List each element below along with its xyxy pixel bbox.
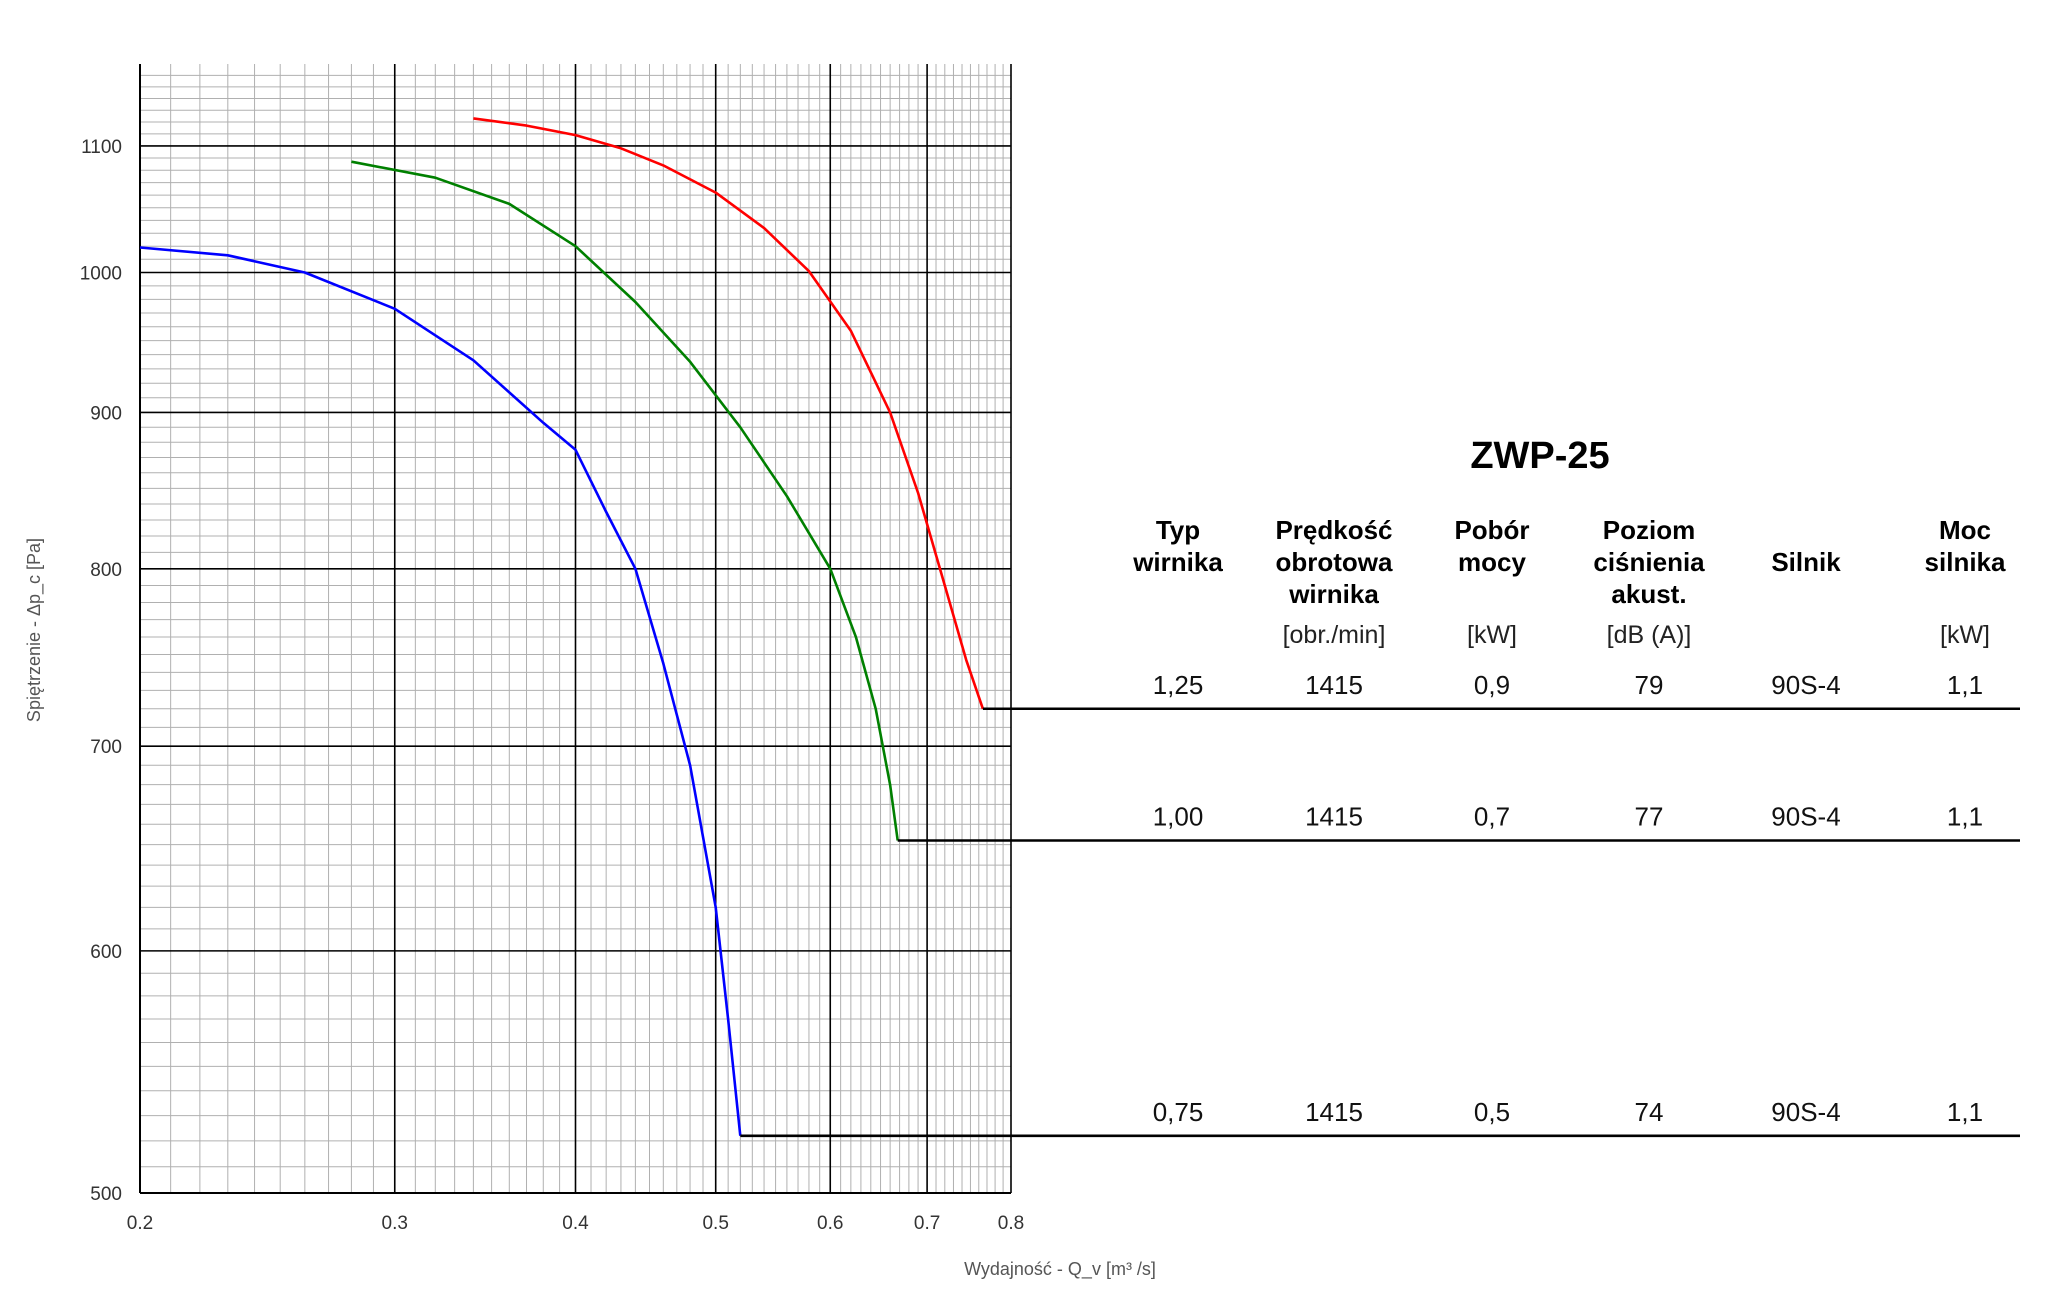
table-header-cell: Typ	[1156, 515, 1200, 545]
y-axis-label: Spiętrzenie - Δp_c [Pa]	[24, 538, 45, 722]
table-header-cell: Poziom	[1603, 515, 1695, 545]
major-grid	[140, 64, 1011, 1193]
table-unit-cell: [obr./min]	[1283, 621, 1386, 649]
table-data-cell: 77	[1635, 802, 1664, 832]
x-tick-label: 0.7	[914, 1213, 940, 1234]
y-tick-label: 1000	[80, 264, 122, 285]
table-header-cell: Silnik	[1771, 547, 1841, 577]
x-tick-label: 0.6	[817, 1213, 843, 1234]
table-data-cell: 1415	[1305, 1097, 1363, 1127]
row-lines	[740, 707, 2020, 1138]
table-data-cell: 0,7	[1474, 802, 1510, 832]
table-data-cell: 90S-4	[1771, 670, 1840, 700]
x-tick-label: 0.4	[562, 1213, 589, 1234]
fan-curve-3	[139, 246, 742, 1136]
table-data-cell: 1,1	[1947, 1097, 1983, 1127]
fan-curve-1	[473, 117, 985, 710]
table-data-cell: 90S-4	[1771, 1097, 1840, 1127]
y-tick-label: 1100	[81, 137, 122, 158]
y-tick-label: 800	[90, 560, 122, 581]
table-data-cell: 0,5	[1474, 1097, 1510, 1127]
fan-curves	[139, 117, 985, 1136]
x-axis-label: Wydajność - Q_v [m³ /s]	[964, 1259, 1156, 1280]
y-tick-label: 900	[90, 403, 122, 424]
x-tick-label: 0.2	[127, 1213, 153, 1234]
table-data-cell: 1415	[1305, 670, 1363, 700]
table-data-cell: 74	[1635, 1097, 1664, 1127]
table-data-cell: 79	[1635, 670, 1664, 700]
y-tick-label: 600	[90, 942, 122, 963]
table-header-cell: silnika	[1925, 547, 2006, 577]
chart-title: ZWP-25	[1470, 435, 1609, 477]
table-data-cell: 1,00	[1153, 802, 1204, 832]
table-header-cell: akust.	[1611, 579, 1686, 609]
table-data-cell: 90S-4	[1771, 802, 1840, 832]
fan-curve-2	[351, 160, 899, 841]
x-tick-label: 0.8	[998, 1213, 1024, 1234]
table-header-cell: wirnika	[1288, 579, 1379, 609]
table-data-cell: 1415	[1305, 802, 1363, 832]
x-tick-label: 0.5	[702, 1213, 728, 1234]
y-tick-label: 500	[90, 1184, 122, 1205]
table-header-cell: obrotowa	[1276, 547, 1394, 577]
table-unit-cell: [dB (A)]	[1607, 621, 1692, 649]
table-unit-cell: [kW]	[1940, 621, 1990, 649]
table-header-cell: ciśnienia	[1593, 547, 1705, 577]
table-data-cell: 1,1	[1947, 670, 1983, 700]
x-tick-label: 0.3	[382, 1213, 408, 1234]
table-data-cell: 0,9	[1474, 670, 1510, 700]
performance-table: TypwirnikaPrędkośćobrotowawirnikaPobórmo…	[1132, 515, 2006, 1127]
table-header-cell: Prędkość	[1275, 515, 1392, 545]
table-data-cell: 1,1	[1947, 802, 1983, 832]
tick-labels: 0.2 0.3 0.4 0.5 0.6 0.7 0.8 500 600 700 800 900 1000…	[80, 137, 1024, 1234]
axes	[139, 64, 1012, 1194]
table-header-cell: wirnika	[1132, 547, 1223, 577]
table-header-cell: mocy	[1458, 547, 1526, 577]
table-data-cell: 1,25	[1153, 670, 1204, 700]
table-data-cell: 0,75	[1153, 1097, 1204, 1127]
table-unit-cell: [kW]	[1467, 621, 1517, 649]
table-header-cell: Moc	[1939, 515, 1991, 545]
table-header-cell: Pobór	[1454, 515, 1529, 545]
y-tick-label: 700	[90, 737, 122, 758]
